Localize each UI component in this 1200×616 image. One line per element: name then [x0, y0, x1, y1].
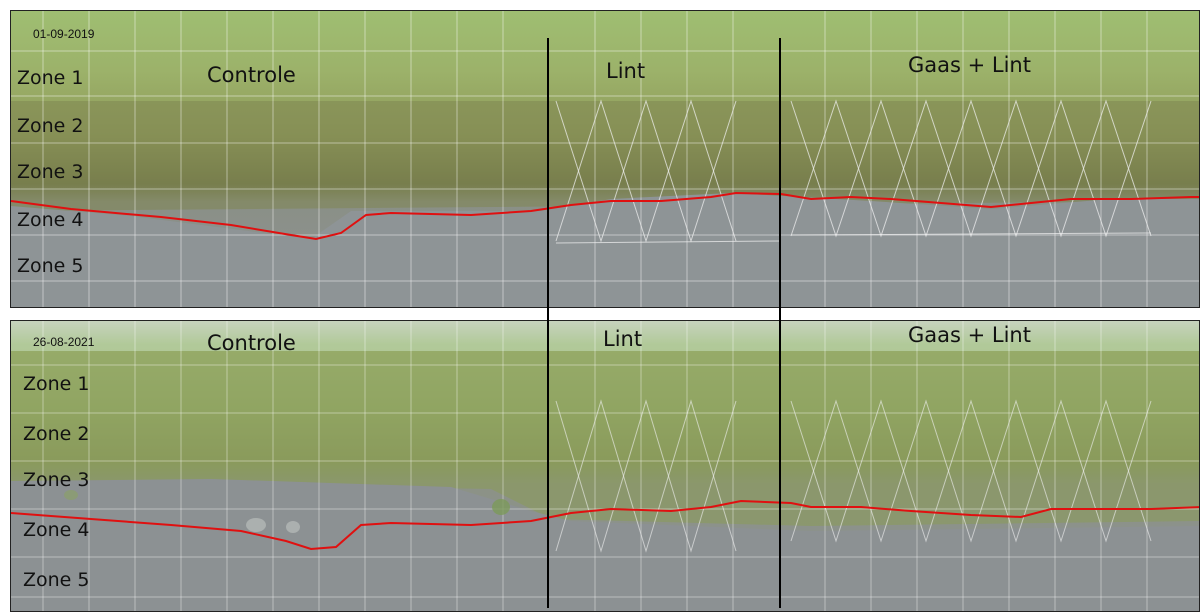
section-title-lint: Lint: [606, 59, 646, 83]
zone-label-5: Zone 5: [23, 569, 90, 591]
section-divider-lint-gaas: [779, 38, 781, 608]
zone-label-1: Zone 1: [23, 373, 90, 395]
zone-label-2: Zone 2: [23, 423, 90, 445]
zone-label-2: Zone 2: [17, 115, 84, 137]
section-title-lint: Lint: [603, 327, 643, 351]
zone-label-3: Zone 3: [17, 161, 84, 183]
date-label: 26-08-2021: [33, 335, 95, 349]
photo-panel-2021: 26-08-2021 Controle Lint Gaas + Lint Zon…: [10, 320, 1200, 612]
zone-label-1: Zone 1: [17, 67, 84, 89]
zone-label-4: Zone 4: [23, 519, 90, 541]
zone-label-3: Zone 3: [23, 469, 90, 491]
zone-label-4: Zone 4: [17, 209, 84, 231]
section-title-gaas-lint: Gaas + Lint: [908, 53, 1031, 77]
aerial-photo-2019: [11, 11, 1199, 307]
section-title-gaas-lint: Gaas + Lint: [908, 323, 1031, 347]
section-title-controle: Controle: [207, 63, 296, 87]
section-divider-controle-lint: [547, 38, 549, 608]
photo-panel-2019: 01-09-2019 Controle Lint Gaas + Lint Zon…: [10, 10, 1200, 308]
aerial-photo-2021: [11, 321, 1199, 611]
date-label: 01-09-2019: [33, 27, 95, 41]
zone-label-5: Zone 5: [17, 255, 84, 277]
section-title-controle: Controle: [207, 331, 296, 355]
